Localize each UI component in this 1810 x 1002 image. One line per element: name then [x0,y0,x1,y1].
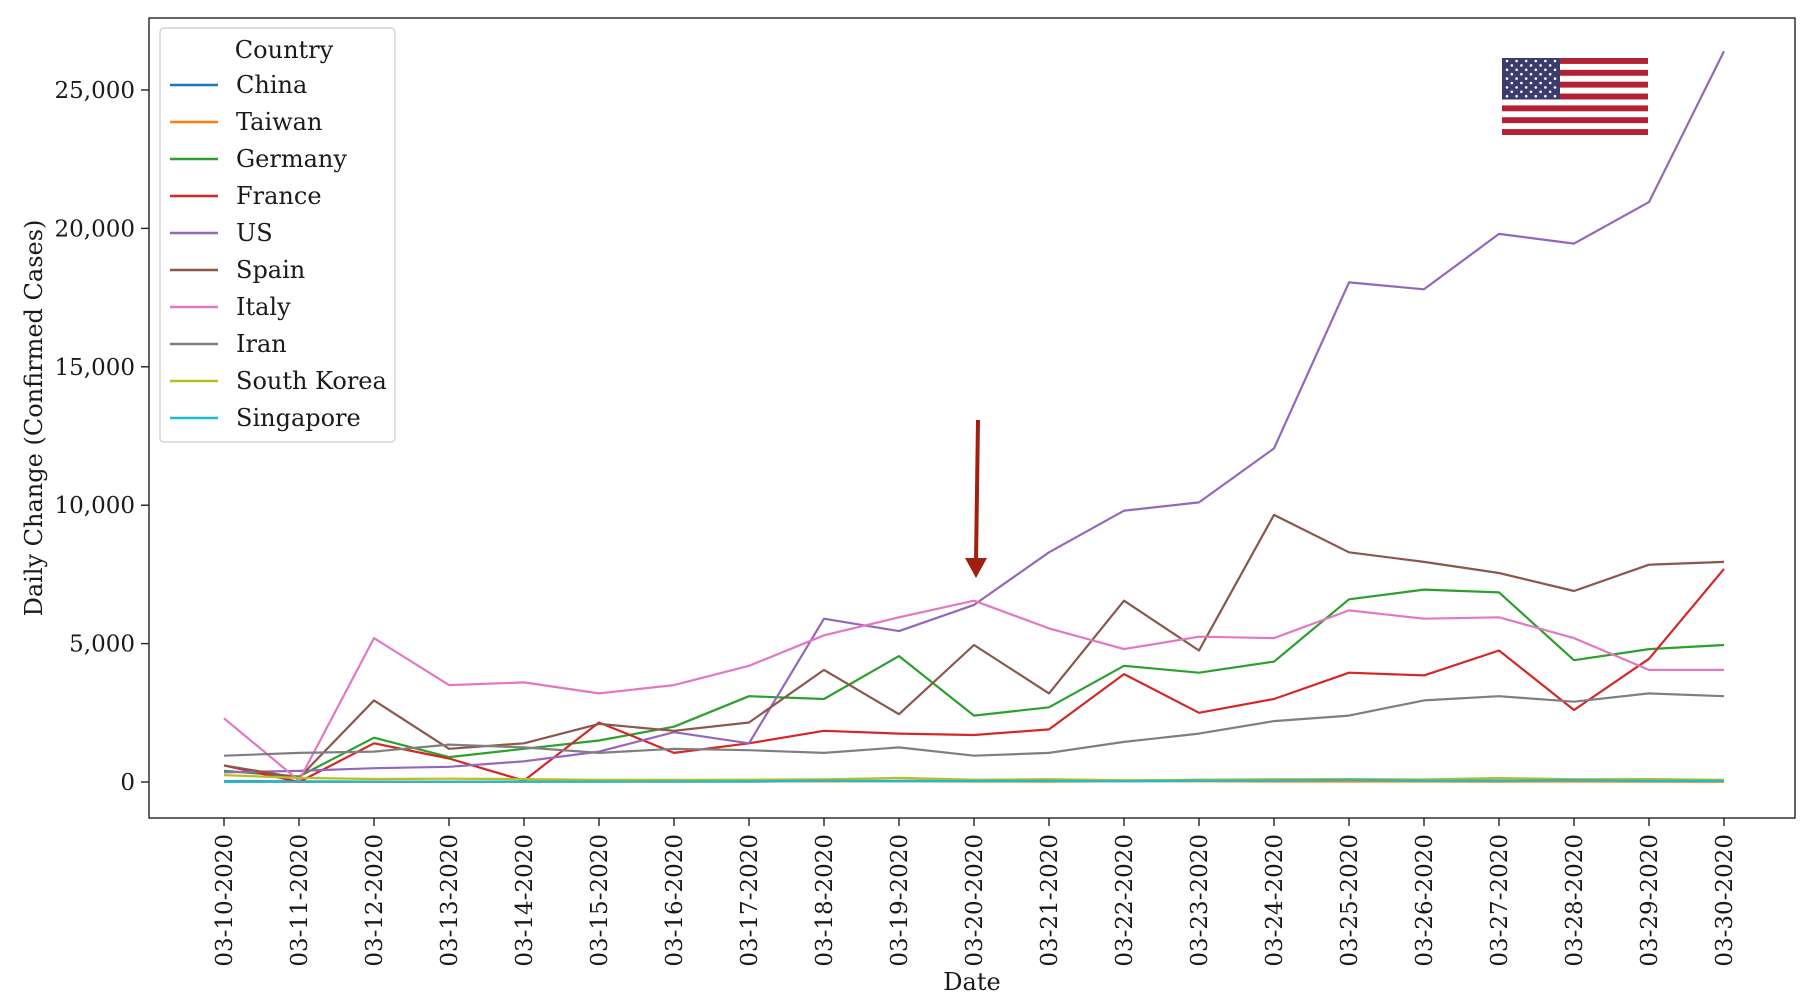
x-tick-label: 03-11-2020 [287,834,313,967]
x-tick-label: 03-17-2020 [737,834,763,967]
legend-label-taiwan: Taiwan [236,108,322,136]
x-axis-title: Date [943,968,1000,996]
legend-title: Country [235,36,334,64]
x-tick-label: 03-28-2020 [1562,834,1588,967]
plot-area [148,17,1796,819]
legend-label-china: China [236,71,307,99]
x-tick-label: 03-27-2020 [1487,834,1513,967]
y-tick-label: 5,000 [69,632,135,658]
x-tick-label: 03-16-2020 [662,834,688,967]
y-tick-label: 25,000 [55,78,135,104]
x-tick-label: 03-26-2020 [1412,834,1438,967]
y-axis: 0 5,000 10,000 15,000 20,000 25,000 [55,78,149,796]
y-tick-label: 15,000 [55,355,135,381]
legend-label-france: France [236,182,322,210]
y-axis-title: Daily Change (Confirmed Cases) [20,220,48,617]
legend-label-iran: Iran [236,330,287,358]
legend-label-singapore: Singapore [236,404,361,432]
x-tick-label: 03-24-2020 [1262,834,1288,967]
x-tick-label: 03-30-2020 [1712,834,1738,967]
series-line-italy [223,599,1724,782]
legend-label-spain: Spain [236,256,305,284]
annotation-arrow [965,419,987,578]
x-tick-label: 03-12-2020 [362,834,388,967]
x-axis: 03-10-2020 03-11-2020 03-12-2020 03-13-2020… [212,818,1738,967]
series-line-germany [223,588,1725,778]
x-tick-label: 03-23-2020 [1187,834,1213,967]
series-lines [223,50,1725,784]
x-tick-label: 03-14-2020 [512,834,538,967]
legend: Country China Taiwan Germany France US Spain I… [159,27,396,443]
legend-label-italy: Italy [236,293,291,321]
y-tick-label: 10,000 [55,493,135,519]
x-tick-label: 03-19-2020 [887,834,913,967]
legend-label-germany: Germany [236,145,347,173]
x-tick-label: 03-20-2020 [962,834,988,967]
x-tick-label: 03-18-2020 [812,834,838,967]
x-tick-label: 03-13-2020 [437,834,463,967]
x-tick-label: 03-29-2020 [1637,834,1663,967]
series-line-us [223,50,1725,774]
legend-label-south-korea: South Korea [236,367,387,395]
legend-box [159,27,396,443]
x-tick-label: 03-21-2020 [1037,834,1063,967]
us-flag-icon [1502,58,1648,135]
y-tick-label: 20,000 [55,216,135,242]
series-line-south-korea [223,774,1725,782]
x-tick-label: 03-22-2020 [1112,834,1138,967]
series-line-spain [223,513,1725,780]
legend-label-us: US [236,219,273,247]
x-tick-label: 03-15-2020 [587,834,613,967]
x-tick-label: 03-25-2020 [1337,834,1363,967]
x-tick-label: 03-10-2020 [212,834,238,967]
series-line-singapore [223,778,1724,784]
y-tick-label: 0 [120,770,135,796]
series-line-iran [223,692,1725,757]
